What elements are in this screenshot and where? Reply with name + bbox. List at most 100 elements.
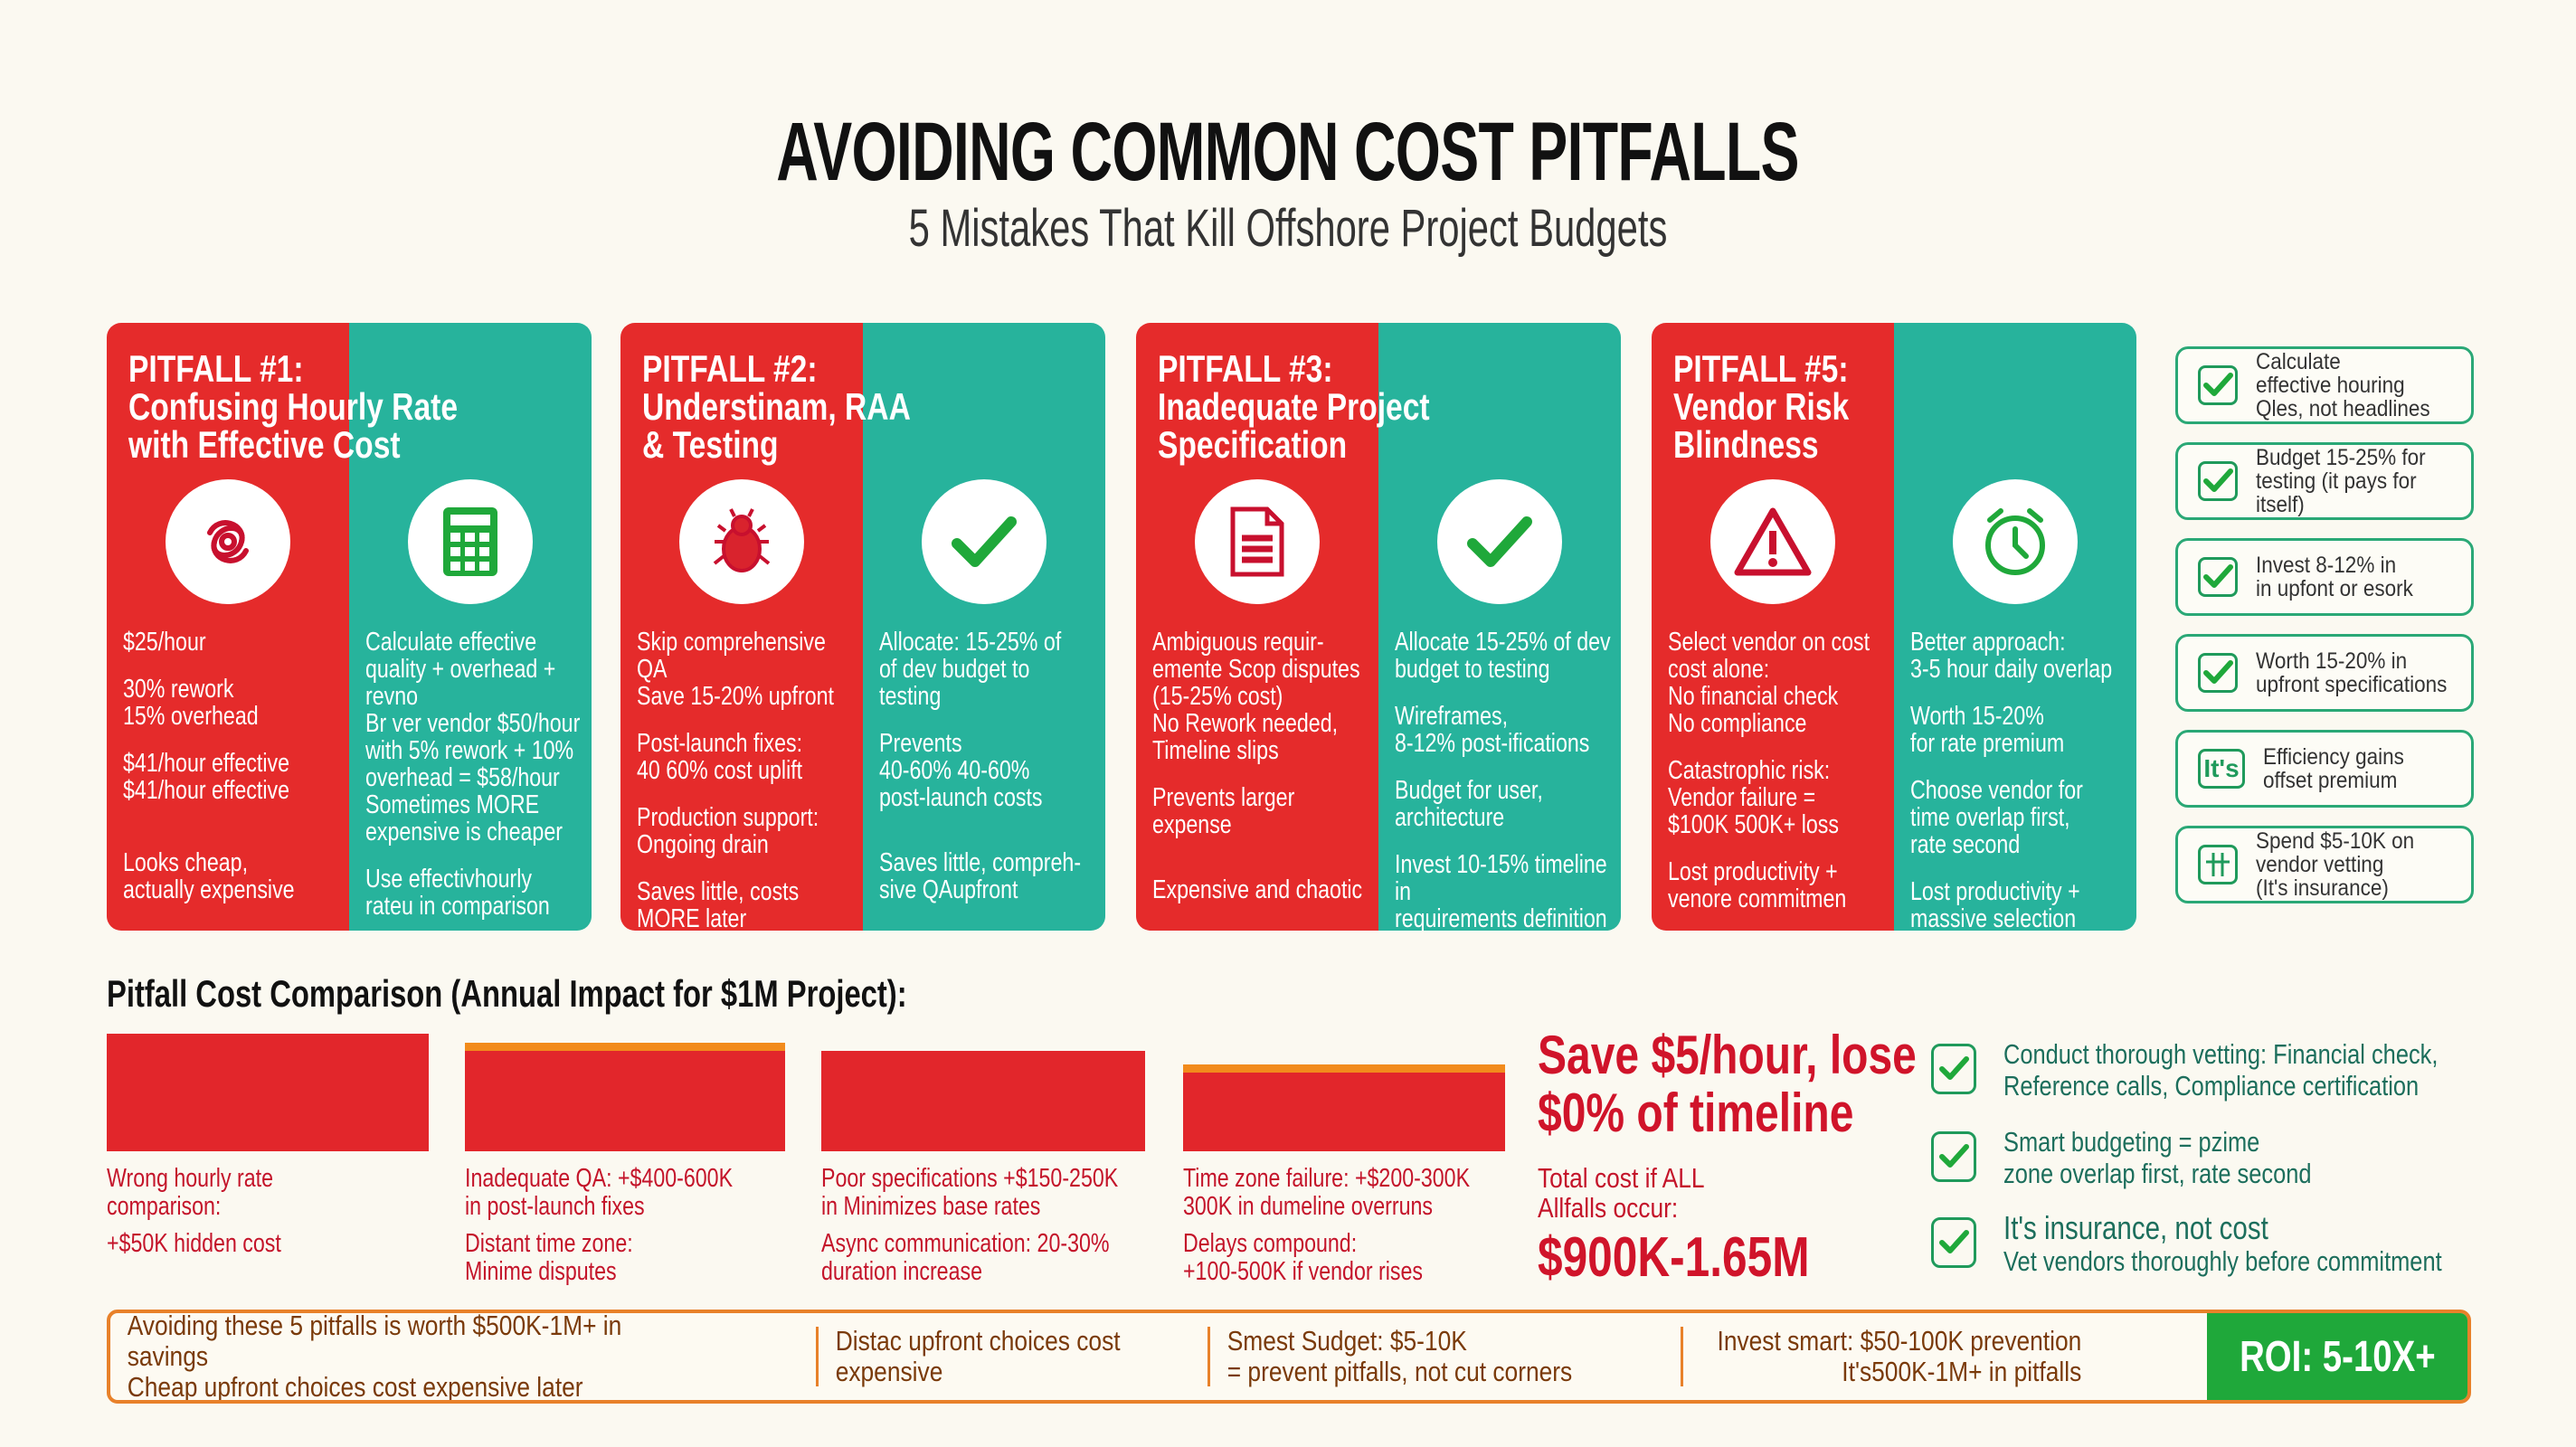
cost-label-line: Time zone failure: +$200-300K 300K in du… (1183, 1164, 1471, 1221)
card-title: PITFALL #3: Inadequate Project Specifica… (1158, 347, 1430, 466)
text-block: Production support: Ongoing drain (637, 803, 819, 859)
tip-text: Smart budgeting = pzime zone overlap fir… (2003, 1126, 2312, 1189)
column-text: Select vendor on cost cost alone: No fin… (1668, 629, 1890, 913)
card-solution-column: Calculate effective quality + overhead +… (349, 323, 592, 931)
checkbox-icon (1931, 1217, 1976, 1268)
cost-bar-3 (821, 1051, 1145, 1151)
checklist-item: Calculate effective houring Qles, not he… (2175, 346, 2474, 424)
checkbox-icon (2198, 557, 2238, 597)
text-block: $25/hour (123, 628, 206, 657)
text-block: Budget for user, architecture (1395, 776, 1543, 832)
checklist-item: Budget 15-25% for testing (it pays for i… (2175, 442, 2474, 520)
its-badge-icon: It's (2198, 749, 2245, 789)
banner-segment: Smest Sudget: $5-10K = prevent pitfalls,… (1226, 1325, 1573, 1387)
roi-text: ROI: 5-10X+ (2239, 1332, 2436, 1381)
pitfall-card: PITFALL #3: Inadequate Project Specifica… (1136, 323, 1621, 931)
checkbox-icon (1931, 1131, 1976, 1182)
pitfall-card: PITFALL #1: Confusing Hourly Rate with E… (107, 323, 592, 931)
cost-label-line: Async communication: 20-30% duration inc… (821, 1229, 1110, 1286)
total-value: $900K-1.65M (1538, 1226, 1810, 1289)
tangle-icon (166, 479, 290, 604)
text-block: Looks cheap, actually expensive (123, 848, 295, 904)
bug-icon (679, 479, 804, 604)
checklist-item: Worth 15-20% in upfront specifications (2175, 634, 2474, 712)
cost-bar-2 (465, 1043, 785, 1151)
checkbox-icon (2198, 365, 2238, 405)
text-block: Better approach: 3-5 hour daily overlap (1910, 628, 2113, 684)
checklist-text: Worth 15-20% in upfront specifications (2256, 648, 2448, 697)
column-text: Skip comprehensive QA Save 15-20% upfron… (637, 628, 859, 931)
cost-label-line: Wrong hourly rate comparison: (107, 1164, 273, 1221)
divider (1681, 1327, 1683, 1386)
text-block: Worth 15-20% for rate premium (1910, 702, 2065, 758)
checklist-text: Invest 8-12% in in upfont or esork (2256, 553, 2413, 601)
checklist-item: Spend $5-10K on vendor vetting (It's ins… (2175, 826, 2474, 903)
total-label: Total cost if ALL Allfalls occur: (1538, 1162, 1705, 1224)
checklist-text: Spend $5-10K on vendor vetting (It's ins… (2256, 828, 2415, 901)
checkbox-icon (1931, 1044, 1976, 1094)
text-block: Wireframes, 8-12% post-ifications (1395, 702, 1590, 758)
text-block: Saves little, compreh- sive QAupfront (879, 848, 1082, 904)
divider (816, 1327, 819, 1386)
card-solution-column: Allocate: 15-25% of of dev budget to tes… (863, 323, 1105, 931)
card-solution-column: Better approach: 3-5 hour daily overlap W… (1894, 323, 2136, 931)
text-block: Prevents larger expense (1152, 783, 1295, 839)
column-text: Allocate 15-25% of dev budget to testing… (1395, 628, 1617, 931)
cost-label-line: Distant time zone: Minime disputes (465, 1229, 633, 1286)
tip-item: Conduct thorough vetting: Financial chec… (1931, 1038, 2564, 1102)
calculator-icon (408, 479, 533, 604)
card-solution-column: Allocate 15-25% of dev budget to testing… (1378, 323, 1621, 931)
text-block: Lost productivity + massive selection (1910, 877, 2080, 931)
card-problem-column: Select vendor on cost cost alone: No fin… (1652, 323, 1894, 931)
checklist-item: Invest 8-12% in in upfont or esork (2175, 538, 2474, 616)
checkbox-icon (2198, 653, 2238, 693)
column-text: $25/hour 30% rework 15% overhead $41/hour … (123, 629, 346, 903)
text-block: Invest 10-15% timeline in requirements d… (1395, 850, 1607, 931)
cost-label: Poor specifications +$150-250K in Minimi… (821, 1165, 1174, 1295)
text-block: Catastrophic risk: Vendor failure = $100… (1668, 756, 1839, 839)
text-block: Ambiguous requir- emente Scop disputes (… (1152, 628, 1360, 765)
column-text: Ambiguous requir- emente Scop disputes (… (1152, 629, 1375, 903)
cost-label-line: Inadequate QA: +$400-600K in post-launch… (465, 1164, 734, 1221)
divider (1208, 1327, 1210, 1386)
alarm-clock-icon (1953, 479, 2078, 604)
checklist-item: It's Efficiency gains offset premium (2175, 730, 2474, 808)
column-text: Allocate: 15-25% of of dev budget to tes… (879, 629, 1102, 903)
text-block: Calculate effective quality + overhead +… (365, 628, 581, 846)
banner-segment: Avoiding these 5 pitfalls is worth $500K… (127, 1310, 622, 1403)
cost-bar-4 (1183, 1064, 1505, 1151)
cost-label-line: +$50K hidden cost (107, 1229, 281, 1258)
tip-heading: It's insurance, not cost (2003, 1209, 2268, 1246)
tip-item: Smart budgeting = pzime zone overlap fir… (1931, 1126, 2564, 1189)
column-text: Calculate effective quality + overhead +… (365, 628, 588, 920)
grid-icon (2198, 845, 2238, 884)
pitfall-card: PITFALL #5: Vendor Risk Blindness Select … (1652, 323, 2136, 931)
text-block: Saves little, costs MORE later (637, 877, 800, 931)
text-block: Allocate 15-25% of dev budget to testing (1395, 628, 1611, 684)
warning-icon (1710, 479, 1835, 604)
header: AVOIDING COMMON COST PITFALLS 5 Mistakes… (0, 107, 2576, 260)
text-block: $41/hour effective $41/hour effective (123, 749, 290, 805)
document-icon (1195, 479, 1320, 604)
pitfall-card: PITFALL #2: Understinam, RAA & Testing Sk… (620, 323, 1105, 931)
card-title: PITFALL #5: Vendor Risk Blindness (1673, 347, 1850, 466)
banner-segment: Distac upfront choices cost expensive (835, 1325, 1121, 1387)
card-problem-column: Ambiguous requir- emente Scop disputes (… (1136, 323, 1378, 931)
text-block: Use effectivhourly rateu in comparison (365, 865, 550, 921)
text-block: Choose vendor for time overlap first, ra… (1910, 776, 2083, 859)
tip-text-wrap: It's insurance, not cost Vet vendors thor… (2003, 1209, 2463, 1278)
checkbox-icon (2198, 461, 2238, 501)
column-text: Better approach: 3-5 hour daily overlap W… (1910, 628, 2133, 931)
page-subtitle: 5 Mistakes That Kill Offshore Project Bu… (908, 199, 1668, 258)
text-block: Skip comprehensive QA Save 15-20% upfron… (637, 628, 834, 711)
roi-badge: ROI: 5-10X+ (2207, 1313, 2467, 1400)
cost-label-line: Delays compound: +100-500K if vendor ris… (1183, 1229, 1424, 1286)
checklist-text: Budget 15-25% for testing (it pays for i… (2256, 445, 2426, 517)
text-block: Lost productivity + venore commitmen (1668, 857, 1847, 913)
checklist-text: Efficiency gains offset premium (2263, 744, 2404, 793)
section-heading: Pitfall Cost Comparison (Annual Impact f… (107, 972, 907, 1015)
tip-text: Vet vendors thoroughly before commitment (2003, 1245, 2442, 1277)
tip-text: Conduct thorough vetting: Financial chec… (2003, 1038, 2439, 1102)
page-title: AVOIDING COMMON COST PITFALLS (776, 106, 1800, 198)
cost-label: Time zone failure: +$200-300K 300K in du… (1183, 1165, 1536, 1295)
